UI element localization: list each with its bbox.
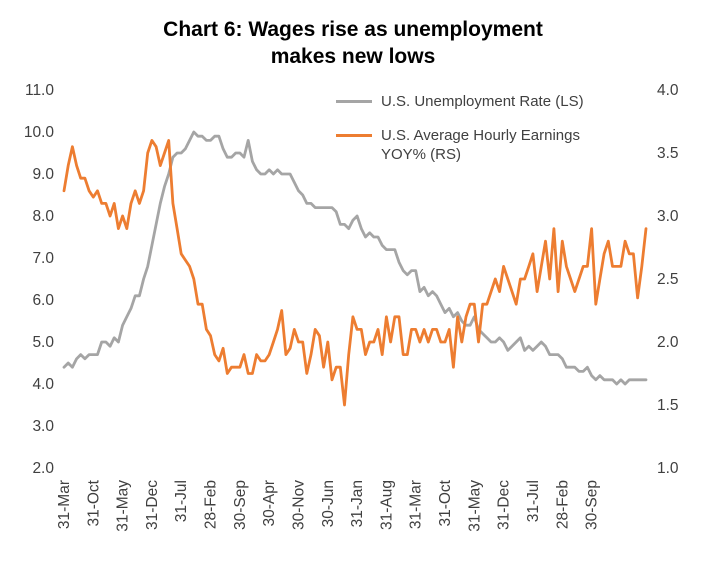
legend-label-earnings-line2: YOY% (RS)	[381, 146, 462, 163]
y-right-tick-label: 1.5	[657, 397, 679, 414]
y-left-tick-label: 10.0	[24, 124, 55, 141]
y-left-tick-label: 6.0	[32, 292, 54, 309]
x-tick-label: 31-May	[115, 480, 132, 532]
legend-label-earnings: U.S. Average Hourly Earnings YOY% (RS)	[381, 126, 580, 165]
x-tick-label: 31-May	[466, 480, 483, 532]
y-axis-left-labels: 11.0 10.0 9.0 8.0 7.0 6.0 5.0 4.0 3.0 2.0	[24, 82, 55, 477]
x-tick-label: 30-Jun	[320, 480, 337, 527]
y-right-tick-label: 4.0	[657, 82, 679, 99]
x-tick-label: 30-Nov	[290, 480, 307, 530]
x-tick-label: 31-Oct	[85, 479, 102, 526]
x-tick-label: 31-Mar	[56, 480, 73, 529]
legend-item-unemployment: U.S. Unemployment Rate (LS)	[336, 92, 584, 112]
y-axis-right-labels: 4.0 3.5 3.0 2.5 2.0 1.5 1.0	[657, 82, 679, 477]
x-tick-label: 28-Feb	[203, 480, 220, 529]
y-right-tick-label: 3.5	[657, 145, 679, 162]
x-tick-label: 31-Aug	[378, 480, 395, 530]
x-tick-label: 31-Jul	[173, 480, 190, 522]
x-tick-label: 31-Oct	[437, 479, 454, 526]
legend-label-earnings-line1: U.S. Average Hourly Earnings	[381, 126, 580, 144]
legend: U.S. Unemployment Rate (LS) U.S. Average…	[336, 92, 584, 165]
y-right-tick-label: 2.5	[657, 271, 679, 288]
x-axis-labels: 31-Mar 31-Oct 31-May 31-Dec 31-Jul 28-Feb 30-S…	[56, 479, 601, 531]
avg-hourly-earnings-line	[62, 138, 648, 407]
series-lines	[62, 130, 648, 407]
x-tick-label: 31-Jan	[349, 480, 366, 527]
y-left-tick-label: 3.0	[32, 418, 54, 435]
legend-item-earnings: U.S. Average Hourly Earnings YOY% (RS)	[336, 126, 584, 165]
y-left-tick-label: 5.0	[32, 334, 54, 351]
x-tick-label: 31-Mar	[408, 480, 425, 529]
y-left-tick-label: 8.0	[32, 208, 54, 225]
y-left-tick-label: 4.0	[32, 376, 54, 393]
y-left-tick-label: 7.0	[32, 250, 54, 267]
x-tick-label: 31-Dec	[144, 480, 161, 530]
y-left-tick-label: 11.0	[25, 82, 54, 99]
x-tick-label: 31-Jul	[525, 480, 542, 522]
y-right-tick-label: 2.0	[657, 334, 679, 351]
unemployment-rate-line	[62, 130, 648, 386]
x-tick-label: 30-Apr	[261, 480, 278, 527]
x-tick-label: 28-Feb	[554, 480, 571, 529]
y-right-tick-label: 3.0	[657, 208, 679, 225]
x-tick-label: 30-Sep	[584, 480, 601, 530]
chart-title: Chart 6: Wages rise as unemployment make…	[0, 16, 706, 71]
chart-title-line2: makes new lows	[270, 45, 436, 69]
x-tick-label: 31-Dec	[496, 480, 513, 530]
y-left-tick-label: 9.0	[32, 166, 54, 183]
x-tick-label: 30-Sep	[232, 480, 249, 530]
chart-title-line1: Chart 6: Wages rise as unemployment	[163, 18, 543, 41]
earnings-line-swatch	[336, 133, 372, 137]
legend-label-unemployment: U.S. Unemployment Rate (LS)	[381, 93, 584, 110]
unemployment-line-swatch	[336, 100, 372, 103]
y-right-tick-label: 1.0	[657, 460, 679, 477]
y-left-tick-label: 2.0	[32, 460, 54, 477]
